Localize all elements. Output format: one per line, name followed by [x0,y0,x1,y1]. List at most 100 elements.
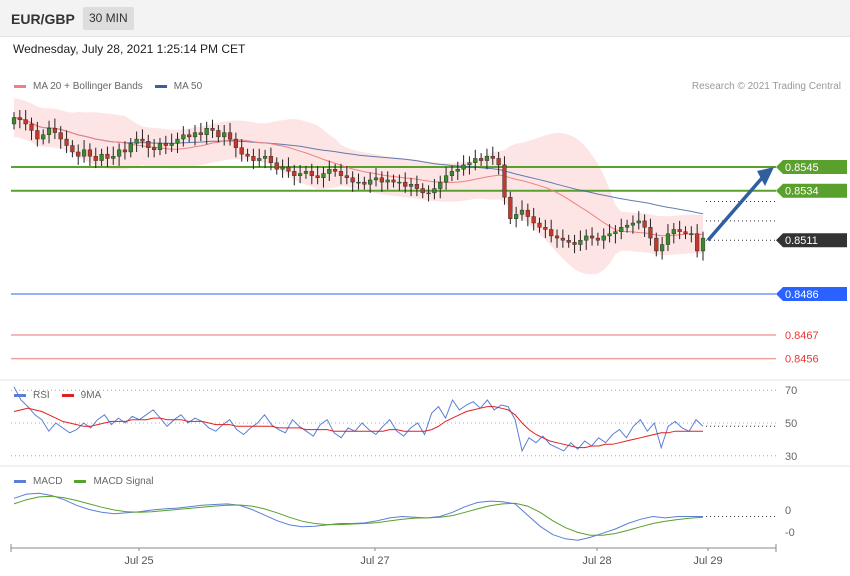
macd-panel: 0 -0 [13,492,795,541]
candle-body [578,240,583,245]
candle-body [572,242,577,245]
candle-body [619,227,624,232]
candle-body [473,158,478,163]
candle-body [268,156,274,163]
ma50-legend-swatch [154,85,167,88]
rsi-line [13,386,704,453]
candle-body [76,151,81,157]
candle-body [695,233,700,252]
candle-body [245,153,250,157]
candle-body [111,156,116,159]
timeframe-button[interactable]: 30 MIN [83,7,134,30]
candle-body [566,240,571,243]
price-panel: 0.8545 0.8534 0.8511 0.8486 0.8467 0.8456 [11,98,847,366]
forecast-arrow [706,174,766,242]
candle-body [192,132,198,138]
candle-body [327,168,332,174]
candle-body [128,143,133,153]
candle-body [554,235,560,239]
candle-body [677,229,682,232]
candle-body [449,171,455,176]
candle-body [11,117,17,125]
candle-body [350,177,355,183]
x-tick-label: Jul 25 [124,555,153,567]
candle-body [52,128,57,133]
price-tag [776,183,847,198]
candle-body [560,237,565,241]
macd-line [13,492,703,541]
candle-body [99,153,104,161]
candle-body [146,141,151,148]
candle-body [309,171,314,176]
candle-body [531,216,536,224]
rsi-ma-legend-swatch [61,394,74,397]
x-tick-label: Jul 28 [582,555,611,567]
candle-body [274,162,279,170]
support-label: 0.8456 [785,354,819,366]
candle-body [443,175,449,183]
candle-body [426,192,431,195]
support-label: 0.8467 [785,330,819,342]
candle-body [222,132,227,138]
candle-body [23,119,28,125]
rsi-tick-label: 50 [785,418,797,430]
rsi-legend: RSI 9MA [14,390,101,401]
macd-legend: MACD MACD Signal [14,476,153,487]
candle-body [519,209,525,215]
candle-body [344,175,349,179]
rsi-tick-label: 30 [785,451,797,463]
candle-body [700,237,706,252]
macd-tick-label: -0 [785,527,795,539]
candle-body [595,237,600,241]
price-tag [776,160,847,175]
candle-body [303,171,309,174]
candle-body [654,237,659,252]
rsi-legend-swatch [14,394,26,397]
price-tag-label: 0.8534 [785,186,819,198]
candle-body [338,171,344,176]
candle-body [204,128,209,135]
rsi-panel: 70 50 30 [11,385,797,463]
candle-body [373,177,379,181]
candle-body [286,166,291,172]
candle-body [496,158,501,166]
candle-body [467,162,472,166]
candle-body [607,233,612,237]
candle-body [152,147,157,151]
candle-body [671,229,676,234]
candle-body [484,156,490,161]
candle-body [397,181,402,184]
macd-signal-legend-label: MACD Signal [93,476,154,487]
symbol-label: EUR/GBP [11,11,75,27]
candle-body [251,156,256,161]
candle-body [321,173,326,179]
ma50-line [13,117,704,215]
candle-body [187,134,192,138]
candle-body [257,158,262,161]
candle-body [660,244,665,252]
price-legend: MA 20 + Bollinger Bands MA 50 [14,81,202,92]
candle-body [408,184,414,187]
chart-datetime: Wednesday, July 28, 2021 1:25:14 PM CET [13,42,246,56]
macd-tick-label: 0 [785,505,791,517]
candle-body [356,181,361,184]
rsi-ma-legend-label: 9MA [80,390,102,401]
candle-body [537,222,542,228]
price-tag [776,233,847,248]
candle-body [198,132,203,135]
candle-body [514,214,519,219]
candle-body [233,138,238,148]
candle-body [549,229,554,237]
candle-body [438,181,443,189]
candle-body [683,231,688,234]
candle-body [333,168,338,172]
macd-legend-swatch [14,480,26,483]
candle-body [239,147,244,155]
candle-body [105,153,110,159]
candle-body [315,175,320,179]
candle-body [584,235,589,241]
candle-body [665,233,671,245]
candle-body [29,123,34,131]
candle-body [163,143,168,146]
